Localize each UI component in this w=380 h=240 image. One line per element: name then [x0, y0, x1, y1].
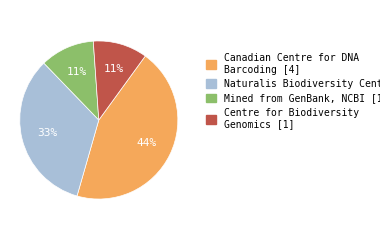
Wedge shape — [44, 41, 99, 120]
Wedge shape — [77, 56, 178, 199]
Text: 44%: 44% — [136, 138, 157, 148]
Legend: Canadian Centre for DNA
Barcoding [4], Naturalis Biodiversity Center [3], Mined : Canadian Centre for DNA Barcoding [4], N… — [206, 53, 380, 129]
Wedge shape — [93, 41, 145, 120]
Text: 33%: 33% — [37, 128, 57, 138]
Text: 11%: 11% — [67, 67, 87, 77]
Wedge shape — [20, 63, 99, 196]
Text: 11%: 11% — [103, 64, 124, 74]
